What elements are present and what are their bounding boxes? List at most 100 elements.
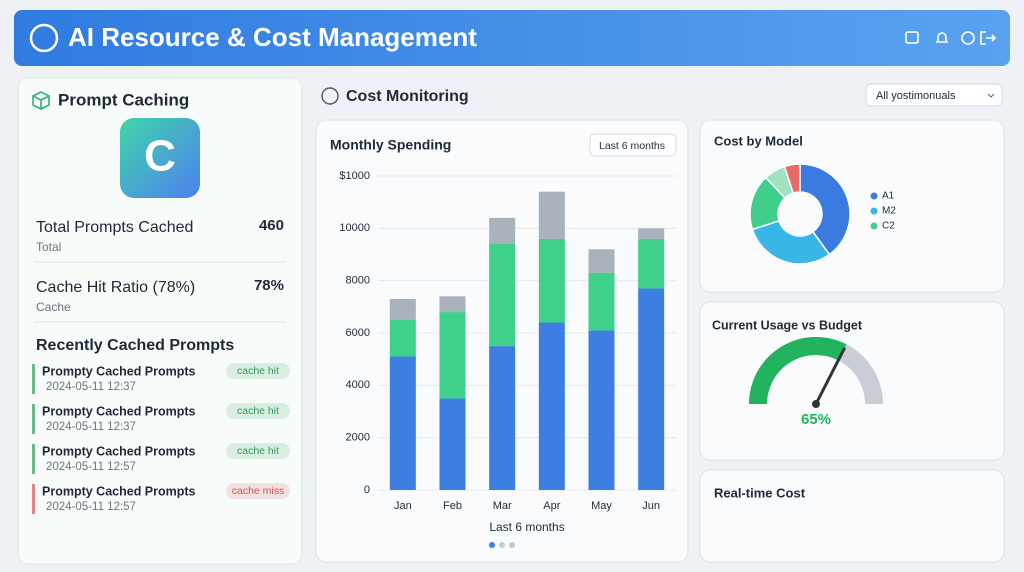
status-label: cache hit xyxy=(237,405,279,417)
x-tick-label: Apr xyxy=(543,500,560,512)
pager[interactable] xyxy=(489,542,515,548)
bar-segment xyxy=(538,191,565,239)
header-icons[interactable] xyxy=(905,31,997,45)
status-pill xyxy=(226,363,290,379)
chart-filter-label: Last 6 months xyxy=(599,140,665,152)
bar-segment xyxy=(389,298,416,320)
status-label: cache hit xyxy=(237,365,279,377)
pie-slice xyxy=(783,163,801,195)
bar-segment xyxy=(588,272,615,331)
status-pill xyxy=(226,483,290,499)
bar-segment xyxy=(489,244,516,347)
x-tick-label: Mar xyxy=(493,500,512,512)
pager-dot[interactable] xyxy=(499,542,505,548)
bar-segment xyxy=(439,398,466,490)
stat-value: 460 xyxy=(259,217,284,234)
recent-list: Prompty Cached Prompts 2024-05-11 12:37 ca… xyxy=(32,363,290,514)
x-tick-label: Jun xyxy=(642,500,660,512)
y-tick-label: 8000 xyxy=(346,275,370,287)
bar-segment xyxy=(439,312,466,399)
stat-label: Total Prompts Cached xyxy=(36,219,193,236)
prompt-name: Prompty Cached Prompts xyxy=(42,404,196,418)
chart-title: Monthly Spending xyxy=(330,137,451,153)
x-tick-label: Jan xyxy=(394,500,412,512)
cache-logo xyxy=(120,118,200,198)
bar-segment xyxy=(538,238,565,323)
prompt-time: 2024-05-11 12:57 xyxy=(46,501,136,513)
stat-value: 78% xyxy=(254,277,284,294)
status-pill xyxy=(226,443,290,459)
prompt-caching-panel xyxy=(17,77,303,565)
y-tick-label: 0 xyxy=(364,484,370,496)
header-logo xyxy=(29,23,59,53)
prompt-time: 2024-05-11 12:37 xyxy=(46,381,136,393)
gauge-value: 65% xyxy=(801,411,831,428)
chevron[interactable] xyxy=(987,93,995,98)
status-stripe xyxy=(32,444,35,474)
icon-logout[interactable] xyxy=(980,31,997,45)
prompt-name: Prompty Cached Prompts xyxy=(42,484,196,498)
gauge-card xyxy=(699,301,1005,461)
recent-title: Recently Cached Prompts xyxy=(36,337,234,354)
pager-dot[interactable] xyxy=(489,542,495,548)
icon-calendar[interactable] xyxy=(905,31,919,44)
cache-logo-letter: C xyxy=(144,132,176,181)
pie-slice xyxy=(751,219,831,265)
bar-segment xyxy=(638,228,665,239)
header-title: AI Resource & Cost Management xyxy=(68,22,477,52)
stat-sub: Total xyxy=(36,240,61,254)
icon-bell[interactable] xyxy=(936,32,948,43)
header-bar xyxy=(14,10,1010,66)
bar-segment xyxy=(588,330,615,490)
legend-label: C2 xyxy=(882,221,895,232)
status-stripe xyxy=(32,364,35,394)
bar-segment xyxy=(389,319,416,357)
legend-swatch xyxy=(870,207,878,215)
bar-segment xyxy=(588,249,615,273)
status-stripe xyxy=(32,404,35,434)
x-tick-label: Feb xyxy=(443,500,462,512)
chart-filter[interactable] xyxy=(589,133,677,157)
stat-label: Cache Hit Ratio (78%) xyxy=(36,279,195,296)
pie-slice xyxy=(799,163,851,256)
pager-dot[interactable] xyxy=(509,542,515,548)
gauge-needle xyxy=(814,347,846,406)
cost-filter[interactable] xyxy=(865,83,1003,107)
stat-sub: Cache xyxy=(36,300,71,314)
status-label: cache miss xyxy=(232,485,285,497)
panel-title: Prompt Caching xyxy=(58,90,189,109)
prompt-time: 2024-05-11 12:57 xyxy=(46,461,136,473)
prompt-time: 2024-05-11 12:37 xyxy=(46,421,136,433)
legend-label: A1 xyxy=(882,191,895,202)
status-stripe xyxy=(32,484,35,514)
status-pill xyxy=(226,403,290,419)
x-tick-label: May xyxy=(591,500,612,512)
legend-swatch xyxy=(870,192,878,200)
stats: Total Prompts Cached 460 Total Cache Hit Ra… xyxy=(34,217,286,323)
gauge-fill xyxy=(749,337,847,405)
y-tick-label: 2000 xyxy=(346,432,370,444)
cost-title: Cost Monitoring xyxy=(346,88,469,105)
icon-settings[interactable] xyxy=(961,31,975,45)
cost-icon xyxy=(321,87,339,105)
y-tick-label: $1000 xyxy=(339,170,370,182)
y-tick-label: 10000 xyxy=(339,222,370,234)
realtime-title: Real-time Cost xyxy=(714,485,806,500)
status-label: cache hit xyxy=(237,445,279,457)
bar-segment xyxy=(538,322,565,490)
x-axis-label: Last 6 months xyxy=(489,520,564,534)
realtime-card xyxy=(699,469,1005,563)
bar-segment xyxy=(638,238,665,289)
chart-title: Cost by Model xyxy=(714,133,803,148)
legend-swatch xyxy=(870,222,878,230)
gauge-hub xyxy=(812,400,820,408)
prompt-name: Prompty Cached Prompts xyxy=(42,364,196,378)
legend-label: M2 xyxy=(882,206,896,217)
cost-filter-label[interactable]: All yostimonuals xyxy=(876,90,956,102)
bar-segment xyxy=(439,296,466,313)
bar-segment xyxy=(638,288,665,490)
y-tick-label: 4000 xyxy=(346,379,370,391)
prompt-name: Prompty Cached Prompts xyxy=(42,444,196,458)
